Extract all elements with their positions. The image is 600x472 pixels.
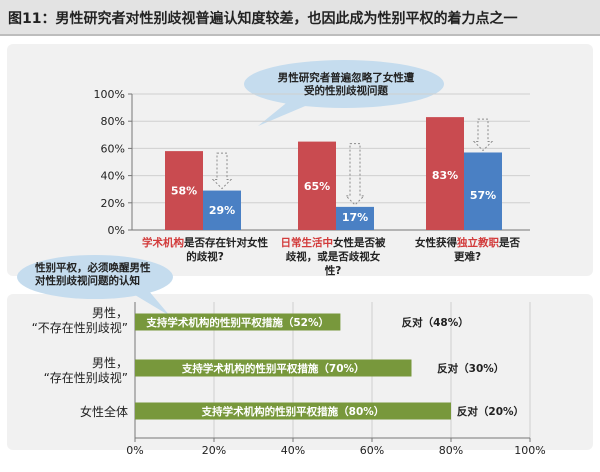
bar: [203, 190, 241, 230]
support-bar-label: 支持学术机构的性别平权措施（80%）: [201, 405, 385, 418]
down-arrow-icon: [211, 152, 233, 190]
row-label-3: 女性全体: [20, 405, 128, 420]
down-arrow-icon: [472, 118, 494, 152]
x-tick-label: 60%: [360, 444, 384, 457]
oppose-label: 反对（48%）: [402, 316, 469, 329]
bottom-annotation: 性别平权，必须唤醒男性对性别歧视问题的认知: [35, 262, 151, 287]
bar-data-label: 29%: [209, 204, 235, 217]
support-bar-label: 支持学术机构的性别平权措施（52%）: [145, 316, 329, 329]
bar: [336, 206, 374, 230]
x-tick-label: 0%: [126, 444, 143, 457]
category-highlight-1: 学术机构: [142, 237, 184, 249]
y-tick-label: 100%: [94, 88, 125, 101]
x-tick-label: 100%: [514, 444, 545, 457]
row-label-1-line2: “不存在性别歧视”: [31, 321, 128, 335]
category-label-1: 学术机构是否存在针对女性的歧视?: [140, 236, 270, 264]
y-tick-label: 80%: [101, 115, 125, 128]
y-tick-label: 20%: [101, 197, 125, 210]
bar-data-label: 65%: [304, 180, 330, 193]
category-label-2: 日常生活中女性是否被歧视，或是否歧视女性?: [278, 236, 388, 278]
bar: [298, 141, 336, 230]
category-prefix-3: 女性获得: [415, 237, 457, 249]
page-title: 图11：男性研究者对性别歧视普遍认知度较差，也因此成为性别平权的着力点之一: [8, 11, 518, 27]
bar-data-label: 17%: [342, 211, 368, 224]
bottom-bubble: [17, 255, 173, 299]
category-label-3: 女性获得独立教职是否更难?: [410, 236, 525, 264]
support-bar: [135, 359, 412, 377]
down-arrow-icon: [344, 143, 366, 206]
row-label-2-line1: 男性，: [91, 356, 128, 370]
bar: [165, 151, 203, 230]
bar: [426, 117, 464, 230]
bar-data-label: 58%: [171, 185, 197, 198]
row-label-1: 男性， “不存在性别歧视”: [20, 306, 128, 336]
y-tick-label: 40%: [101, 170, 125, 183]
row-label-2: 男性， “存在性别歧视”: [20, 356, 128, 386]
x-tick-label: 40%: [281, 444, 305, 457]
top-bubble-tail: [258, 100, 310, 126]
y-tick-label: 0%: [108, 224, 125, 237]
category-highlight-3: 独立教职: [457, 237, 499, 249]
bottom-bubble-tail: [130, 290, 170, 316]
support-bar: [135, 402, 451, 420]
row-label-3-line1: 女性全体: [79, 405, 128, 419]
category-highlight-2: 日常生活中: [280, 237, 334, 249]
category-text-3: 是否更难?: [453, 237, 520, 263]
y-tick-label: 60%: [101, 142, 125, 155]
category-text-2: 女性是否被歧视，或是否歧视女性?: [285, 237, 386, 277]
support-bar: [135, 313, 341, 331]
title-bar: 图11：男性研究者对性别歧视普遍认知度较差，也因此成为性别平权的着力点之一: [0, 0, 600, 36]
support-bar-label: 支持学术机构的性别平权措施（70%）: [181, 362, 365, 375]
top-annotation: 男性研究者普遍忽略了女性遭受的性别歧视问题: [277, 72, 415, 97]
oppose-label: 反对（30%）: [437, 362, 504, 375]
category-text-1: 是否存在针对女性的歧视?: [184, 237, 268, 263]
row-label-2-line2: “存在性别歧视”: [43, 371, 128, 385]
bar-data-label: 83%: [432, 169, 458, 182]
row-label-1-line1: 男性，: [91, 306, 128, 320]
x-tick-label: 80%: [439, 444, 463, 457]
oppose-label: 反对（20%）: [457, 405, 524, 418]
bar-data-label: 57%: [470, 189, 496, 202]
top-bubble: [244, 60, 444, 108]
x-tick-label: 20%: [202, 444, 226, 457]
bar: [464, 152, 502, 230]
